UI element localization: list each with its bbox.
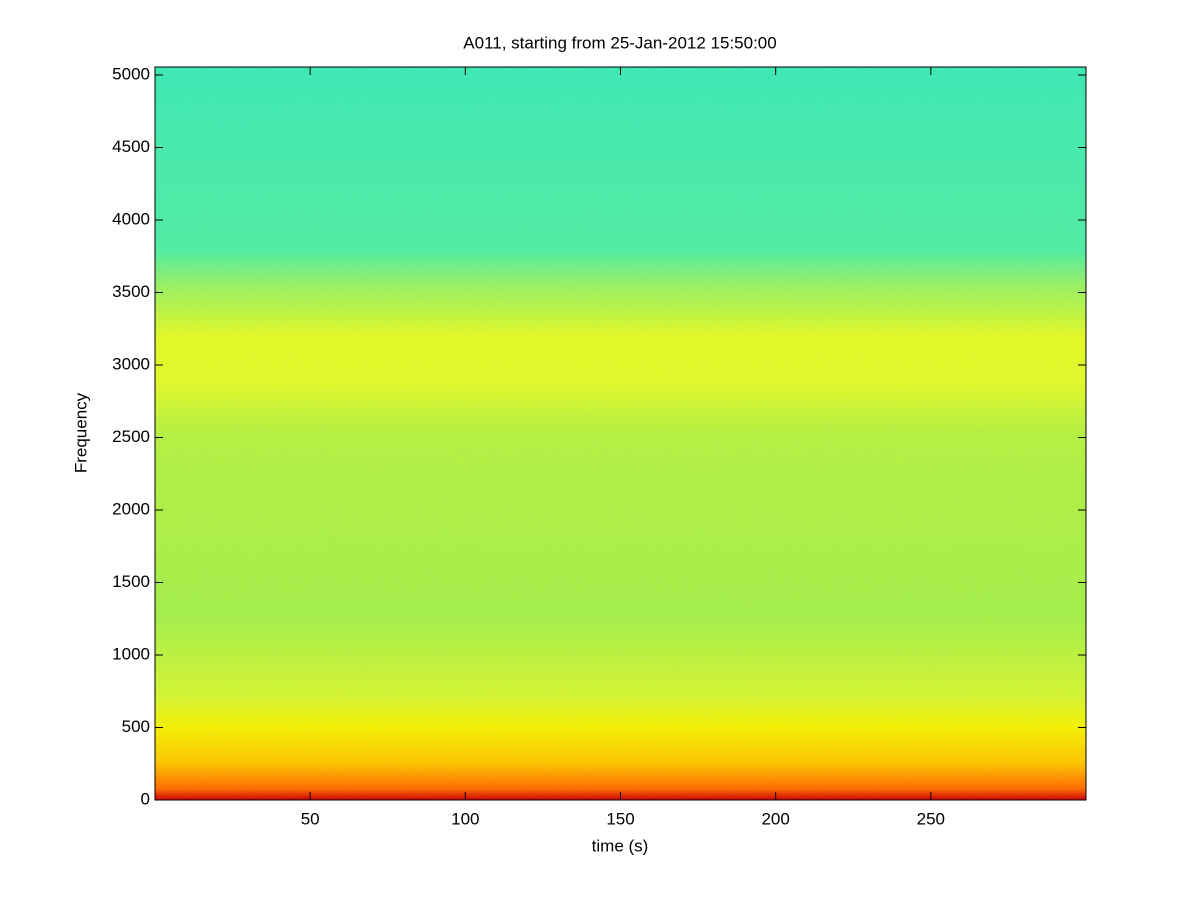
y-tick-label: 4000 <box>112 209 150 228</box>
y-tick-label: 1000 <box>112 644 150 663</box>
x-axis-label: time (s) <box>592 836 649 855</box>
x-tick-label: 250 <box>917 809 945 828</box>
x-tick-label: 50 <box>301 809 320 828</box>
y-tick-label: 500 <box>122 717 150 736</box>
y-tick-label: 5000 <box>112 64 150 83</box>
y-tick-label: 4500 <box>112 137 150 156</box>
y-tick-label: 2500 <box>112 427 150 446</box>
y-tick-label: 1500 <box>112 572 150 591</box>
y-tick-label: 3000 <box>112 354 150 373</box>
x-tick-label: 100 <box>451 809 479 828</box>
chart-title: A011, starting from 25-Jan-2012 15:50:00 <box>463 33 776 52</box>
x-tick-label: 200 <box>761 809 789 828</box>
y-axis-label: Frequency <box>71 392 90 473</box>
x-tick-label: 150 <box>606 809 634 828</box>
y-tick-label: 3500 <box>112 282 150 301</box>
y-tick-label: 2000 <box>112 499 150 518</box>
spectrogram-texture <box>155 67 1086 800</box>
y-tick-label: 0 <box>141 789 150 808</box>
